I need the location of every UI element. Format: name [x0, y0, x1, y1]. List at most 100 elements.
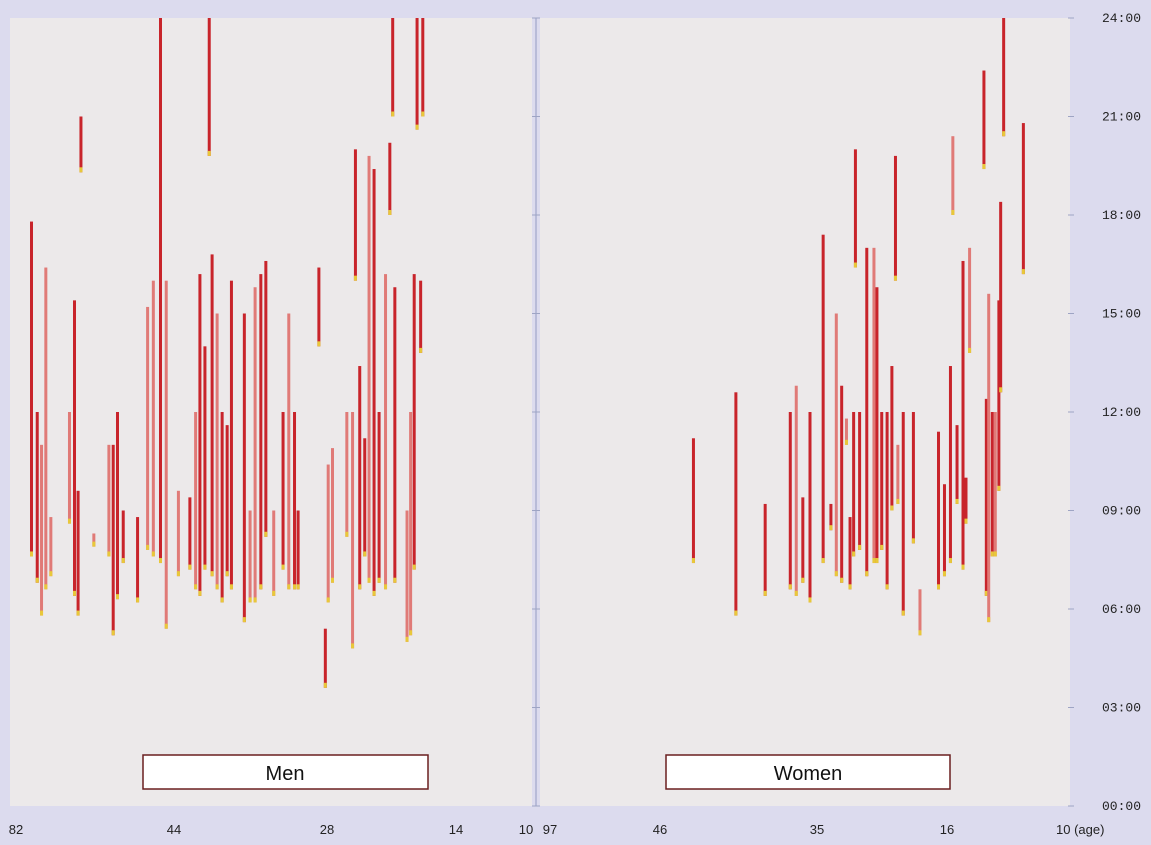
activity-bar — [901, 412, 905, 616]
activity-bar — [794, 385, 798, 596]
activity-bar-start-cap — [210, 571, 214, 577]
activity-bar-start-cap — [67, 518, 71, 524]
activity-bar — [955, 425, 959, 504]
activity-bar-start-cap — [203, 564, 207, 570]
activity-bar-start-cap — [840, 577, 844, 583]
activity-bar — [1002, 18, 1006, 137]
activity-bar — [372, 169, 376, 596]
activity-bar — [136, 517, 140, 603]
activity-bar-start-cap — [948, 558, 952, 564]
activity-bar — [982, 70, 986, 170]
activity-bar — [296, 510, 300, 590]
activity-bar — [287, 313, 291, 590]
activity-bar — [377, 412, 381, 583]
activity-bar — [391, 18, 395, 117]
activity-bar-start-cap — [405, 636, 409, 642]
activity-bar-start-cap — [151, 551, 155, 557]
activity-bar-start-cap — [73, 590, 76, 596]
activity-bar-start-cap — [248, 597, 252, 603]
activity-bar-start-cap — [198, 590, 202, 596]
x-tick-label: 44 — [167, 822, 181, 837]
women-bars — [691, 18, 1025, 636]
activity-bar-start-cap — [207, 150, 211, 156]
activity-bar — [384, 274, 388, 590]
activity-bar-start-cap — [146, 544, 150, 550]
activity-bar — [896, 444, 900, 504]
activity-bar-start-cap — [259, 584, 263, 590]
activity-bar — [176, 490, 180, 577]
activity-bar — [937, 431, 941, 590]
activity-bar-start-cap — [890, 505, 894, 511]
activity-bar-start-cap — [107, 551, 111, 557]
activity-bar — [421, 18, 425, 117]
activity-bar-start-cap — [937, 584, 941, 590]
y-tick-label: 18:00 — [1102, 208, 1141, 223]
x-tick-label: 97 — [543, 822, 557, 837]
activity-bar — [203, 346, 207, 570]
activity-bar — [993, 412, 997, 557]
activity-bar — [801, 497, 805, 583]
activity-bar-start-cap — [323, 682, 327, 688]
activity-bar — [121, 510, 125, 564]
activity-bar-start-cap — [111, 630, 115, 636]
x-tick-label: 35 — [810, 822, 824, 837]
activity-bar-start-cap — [865, 571, 869, 577]
activity-bar-start-cap — [164, 623, 168, 629]
y-tick-label: 09:00 — [1102, 504, 1141, 519]
activity-bar — [345, 412, 349, 537]
activity-bar-start-cap — [788, 584, 792, 590]
activity-bar-start-cap — [253, 597, 257, 603]
activity-bar-start-cap — [844, 439, 848, 445]
activity-bar — [848, 517, 852, 590]
activity-bar — [146, 306, 150, 550]
activity-bar-start-cap — [393, 577, 397, 583]
activity-bar — [67, 412, 71, 524]
activity-bar-start-cap — [918, 630, 922, 636]
activity-bar — [872, 247, 876, 564]
activity-bar — [215, 313, 219, 590]
activity-bar-start-cap — [875, 558, 879, 564]
activity-bar-start-cap — [691, 558, 695, 564]
activity-bar-start-cap — [345, 531, 349, 537]
activity-bar-start-cap — [987, 617, 991, 623]
activity-bar-start-cap — [990, 551, 994, 557]
activity-bar-start-cap — [76, 610, 80, 616]
activity-bar — [734, 392, 738, 616]
activity-bar-start-cap — [853, 262, 857, 268]
activity-bar — [388, 142, 392, 215]
activity-bar — [808, 412, 812, 603]
activity-bar — [419, 280, 423, 353]
activity-bar — [911, 412, 915, 544]
y-tick-label: 15:00 — [1102, 307, 1141, 322]
activity-bar-start-cap — [419, 347, 423, 353]
activity-bar-start-cap — [964, 518, 968, 524]
activity-bar-start-cap — [363, 551, 367, 557]
activity-bar-start-cap — [734, 610, 738, 616]
activity-bar — [968, 247, 972, 353]
activity-bar-start-cap — [121, 558, 125, 564]
activity-bar-start-cap — [49, 571, 53, 577]
activity-bar-start-cap — [872, 558, 876, 564]
activity-bar — [111, 444, 115, 636]
activity-bar-start-cap — [287, 584, 291, 590]
activity-bar — [948, 366, 952, 564]
activity-bar — [40, 444, 44, 616]
activity-bar-start-cap — [391, 111, 395, 117]
activity-bar-start-cap — [358, 584, 362, 590]
activity-bar — [351, 412, 355, 649]
activity-bar — [987, 293, 991, 623]
activity-bar-start-cap — [116, 594, 119, 600]
y-tick-label: 12:00 — [1102, 405, 1141, 420]
activity-bar — [198, 274, 202, 596]
activity-bar-start-cap — [852, 551, 856, 557]
activity-bar-start-cap — [412, 564, 416, 570]
activity-bar — [984, 398, 988, 596]
activity-bar-start-cap — [968, 347, 972, 353]
activity-bar — [1021, 123, 1025, 275]
activity-bar — [107, 444, 111, 557]
activity-bar — [691, 438, 695, 564]
activity-bar — [323, 628, 327, 688]
activity-bar — [164, 280, 168, 629]
women-legend-label: Women — [774, 763, 843, 785]
activity-bar — [409, 412, 413, 636]
